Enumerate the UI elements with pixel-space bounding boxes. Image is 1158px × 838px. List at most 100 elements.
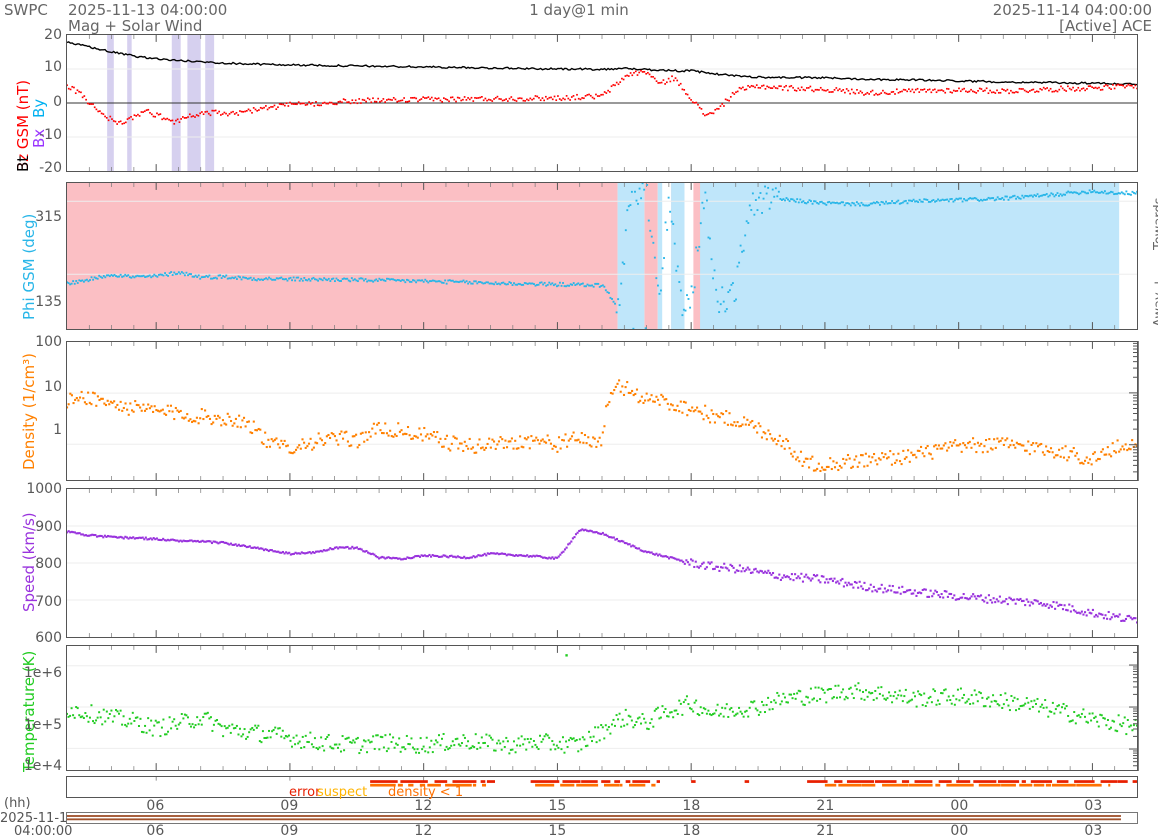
- quality-flag-segment: [1076, 783, 1102, 787]
- speed-ytick-700: 700: [35, 594, 62, 610]
- quality-flag-segment: [581, 780, 598, 783]
- quality-flag-segment: [419, 783, 426, 787]
- x-tick-lower-03: 03: [1084, 823, 1103, 838]
- x-tick-lower-18: 18: [682, 823, 701, 838]
- x-tick-lower-15: 15: [548, 823, 567, 838]
- quality-flag-segment: [807, 780, 828, 783]
- data-quality-bar: [66, 776, 1138, 798]
- x-tick-upper-06: 06: [146, 798, 165, 814]
- x-tick-upper-09: 09: [280, 798, 299, 814]
- x-tick-upper-15: 15: [548, 798, 567, 814]
- legend-error-label: error: [289, 785, 321, 800]
- temp-ytick-1e4: 1e+4: [23, 758, 62, 774]
- mag-ytick-m20: -20: [39, 160, 62, 176]
- quality-flag-segment: [935, 783, 941, 787]
- quality-flag-segment: [632, 780, 651, 783]
- quality-flag-segment: [1045, 783, 1052, 787]
- quality-flag-segment: [938, 780, 952, 783]
- quality-flag-segment: [1021, 780, 1026, 783]
- quality-flag-segment: [956, 780, 971, 783]
- time-range-label: 1 day@1 min: [529, 1, 629, 19]
- mag-ytick-m10: -10: [39, 127, 62, 143]
- quality-flag-segment: [562, 780, 581, 783]
- legend-suspect-label: suspect: [317, 785, 368, 800]
- quality-flag-segment: [629, 783, 646, 787]
- quality-flag-segment: [530, 780, 560, 783]
- x-tick-upper-21: 21: [816, 798, 835, 814]
- start-time-label: 2025-11-13 04:00:00: [68, 1, 228, 19]
- x-tick-upper-18: 18: [682, 798, 701, 814]
- mag-ytick-20: 20: [44, 27, 62, 43]
- quality-flag-segment: [1001, 783, 1016, 787]
- quality-flag-segment: [1030, 780, 1053, 783]
- quality-flag-segment: [1033, 783, 1045, 787]
- temp-ytick-1e6: 1e+6: [23, 665, 62, 681]
- shaded-band: [657, 183, 663, 329]
- quality-flag-segment: [1100, 780, 1118, 783]
- phi-right-label-away: Away +: [1152, 277, 1158, 327]
- temperature-log-minor-ticks: [1129, 645, 1139, 771]
- quality-flag-segment: [482, 783, 487, 787]
- quality-flag-segment: [914, 780, 933, 783]
- quality-flag-segment: [1074, 780, 1095, 783]
- timeline-overview-bar[interactable]: [66, 812, 1138, 824]
- quality-flag-segment: [400, 780, 428, 783]
- shaded-band: [644, 183, 658, 329]
- x-tick-lower-21: 21: [816, 823, 835, 838]
- x-unit-label: (hh): [4, 796, 31, 811]
- panel-temperature: [66, 645, 1138, 771]
- quality-flag-segment: [997, 780, 1020, 783]
- quality-flag-segment: [824, 783, 837, 787]
- x-tick-upper-12: 12: [414, 798, 433, 814]
- x-tick-lower-06: 06: [146, 823, 165, 838]
- density-ytick-1: 1: [53, 422, 62, 438]
- quality-flag-segment: [625, 780, 631, 783]
- mag-ytick-0: 0: [53, 94, 62, 110]
- speed-ytick-600: 600: [35, 630, 62, 646]
- x-tick-lower-00: 00: [950, 823, 969, 838]
- density-ytick-100: 100: [35, 334, 62, 350]
- quality-flag-segment: [614, 780, 621, 783]
- series-speed: [67, 528, 1137, 624]
- quality-flag-segment: [535, 783, 555, 787]
- temp-ytick-1e5: 1e+5: [23, 717, 62, 733]
- quality-flag-segment: [656, 780, 660, 783]
- overview-track-top: [67, 815, 1121, 817]
- phi-ytick-135: 135: [35, 294, 62, 310]
- series-bt: [67, 41, 1137, 86]
- quality-flag-segment: [1117, 780, 1128, 783]
- quality-flag-segment: [838, 783, 862, 787]
- series-bz: [67, 69, 1137, 125]
- quality-flag-segment: [480, 780, 486, 783]
- quality-flag-segment: [370, 783, 396, 787]
- quality-flag-segment: [576, 783, 599, 787]
- quality-flag-segment: [427, 783, 441, 787]
- quality-flag-segment: [486, 780, 496, 783]
- quality-flag-segment: [601, 780, 611, 783]
- quality-flag-segment: [472, 783, 477, 787]
- x-tick-lower-12: 12: [414, 823, 433, 838]
- quality-flag-segment: [397, 783, 403, 787]
- x-tick-upper-03: 03: [1084, 798, 1103, 814]
- density-ylabel: Density (1/cm³): [20, 353, 38, 470]
- phi-ytick-315: 315: [35, 209, 62, 225]
- speed-ytick-900: 900: [35, 519, 62, 535]
- quality-flag-segment: [1019, 783, 1033, 787]
- quality-flag-segment: [691, 780, 696, 783]
- end-time-label: 2025-11-14 04:00:00: [992, 1, 1152, 19]
- quality-flag-segment: [874, 780, 897, 783]
- source-label: SWPC: [4, 1, 48, 19]
- quality-flag-segment: [434, 780, 448, 783]
- speed-ytick-800: 800: [35, 556, 62, 572]
- x-origin-date: 2025-11-13: [0, 811, 76, 826]
- quality-flag-segment: [603, 783, 620, 787]
- quality-flag-segment: [978, 783, 1001, 787]
- quality-flag-segment: [370, 780, 398, 783]
- panel-density: [66, 341, 1138, 481]
- x-tick-upper-00: 00: [950, 798, 969, 814]
- mag-ytick-10: 10: [44, 59, 62, 75]
- quality-flag-segment: [560, 783, 575, 787]
- quality-flag-segment: [452, 780, 477, 783]
- panel-speed: [66, 488, 1138, 638]
- satellite-label: [Active] ACE: [1059, 17, 1152, 35]
